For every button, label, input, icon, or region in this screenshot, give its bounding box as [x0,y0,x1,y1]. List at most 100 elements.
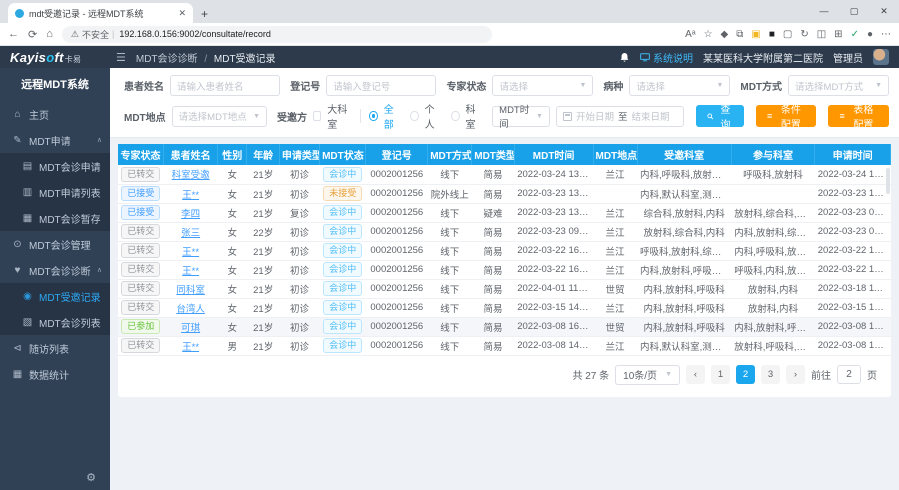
patient-name-link[interactable]: 李四 [181,208,201,220]
system-help-link[interactable]: 系统说明 [640,50,693,65]
sidebar-item-mdt-consult-draft[interactable]: ▦ MDT会诊暂存 [0,205,110,231]
breadcrumb-parent[interactable]: MDT会诊诊断 [135,53,198,65]
cell-mdt_status: 会诊中 [319,222,366,242]
window-close-button[interactable]: ✕ [880,5,888,16]
scrollbar-thumb[interactable] [886,168,890,194]
browser-tab[interactable]: mdt受邀记录 - 远程MDT系统 ✕ [8,3,193,23]
mdt-mode-select[interactable]: 请选择MDT方式 ▼ [788,75,890,96]
patient-name-link[interactable]: 台湾人 [176,303,205,315]
user-avatar[interactable] [873,49,889,65]
page-button-3[interactable]: 3 [761,365,780,384]
patient-name-link[interactable]: 同科室 [176,284,205,296]
cell-expert_status: 已转交 [118,260,164,280]
sidebar-collapse-icon[interactable]: ☰ [116,51,126,64]
patient-name-link[interactable]: 王** [182,189,200,201]
cell-expert_status: 已转交 [118,222,164,242]
prev-page-button[interactable]: ‹ [686,365,705,384]
cell-mdt_place [593,184,638,204]
copy-icon[interactable]: ⧉ [736,28,744,40]
sidebar-item-mdt-apply[interactable]: ✎ MDT申请 ∧ [0,127,110,153]
split-screen-icon[interactable]: ◫ [816,28,827,40]
cell-reg_no: 0002001256 [365,336,428,356]
sidebar-item-home[interactable]: ⌂ 主页 [0,101,110,127]
extension-icon[interactable]: ◆ [720,28,729,40]
big-dept-checkbox[interactable] [313,111,322,121]
sidebar-item-data-stats[interactable]: ▦ 数据统计 [0,361,110,387]
sidebar-item-mdt-consult-apply[interactable]: ▤ MDT会诊申请 [0,153,110,179]
form-icon: ▤ [22,160,33,172]
cell-mdt_status: 会诊中 [319,241,366,261]
notes-extension-icon[interactable]: ▣ [751,28,761,40]
shield-icon: ▧ [22,316,33,328]
shield-icon[interactable]: ✓ [850,28,859,40]
home-icon: ⌂ [14,108,21,120]
cell-reg_no: 0002001256 [365,298,428,318]
cell-mdt_status: 会诊中 [319,279,366,299]
more-menu-icon[interactable]: ⋯ [881,28,891,40]
tab-close-icon[interactable]: ✕ [178,7,186,18]
home-icon[interactable]: ⌂ [46,28,53,40]
favorite-star-icon[interactable]: ☆ [703,28,713,40]
search-button[interactable]: 查询 [696,105,744,131]
table-config-button[interactable]: ≡ 表格配置 [828,105,889,131]
cell-mdt_mode: 线下 [427,298,472,318]
clock-icon: ⊙ [13,238,22,250]
cell-expert_status: 已接受 [118,203,164,223]
read-aloud-icon[interactable]: Aᵃ [685,28,696,40]
reg-no-input[interactable]: 请输入登记号 [326,75,437,96]
patient-name-input[interactable]: 请输入患者姓名 [170,75,281,96]
page-size-select[interactable]: 10条/页 ▼ [615,364,680,385]
sidebar-item-mdt-diagnosis[interactable]: ♥ MDT会诊诊断 ∧ [0,257,110,283]
radio-dept[interactable] [451,111,460,121]
notification-bell-icon[interactable] [619,52,630,63]
sidebar-item-mdt-invite-record[interactable]: ◉ MDT受邀记录 [0,283,110,309]
collections-icon[interactable]: ⊞ [834,28,843,40]
sidebar-item-mdt-manage[interactable]: ⊙ MDT会诊管理 [0,231,110,257]
sidebar-item-mdt-consult-list[interactable]: ▧ MDT会诊列表 [0,309,110,335]
copilot-icon[interactable]: ■ [768,28,775,40]
profile-avatar-icon[interactable]: ● [866,28,873,40]
cell-gender: 女 [217,203,247,223]
patient-name-link[interactable]: 可琪 [181,322,201,334]
patient-name-link[interactable]: 科室受邀 [171,170,210,182]
table-row: 已转交 王** 女 21岁 初诊 会诊中 0002001256 线下 简易 2022-03-22 … [118,260,891,280]
grid-icon: ▦ [22,212,33,224]
page-button-1[interactable]: 1 [711,365,730,384]
goto-page-input[interactable]: 2 [837,365,861,384]
browser-toolbar-icons: Aᵃ ☆ ◆ ⧉ ▣ ■ ▢ ↻ ◫ ⊞ ✓ ● ⋯ [685,29,891,40]
page-button-2[interactable]: 2 [736,365,755,384]
window-minimize-button[interactable]: — [819,6,829,16]
refresh-icon[interactable]: ⟳ [28,28,38,41]
back-icon[interactable]: ← [8,28,19,40]
window-maximize-button[interactable]: ▢ [849,5,859,16]
app-icon[interactable]: ▢ [782,28,793,40]
new-tab-button[interactable]: + [201,7,209,21]
expert-status-select[interactable]: 请选择 ▼ [492,75,594,96]
column-header-apply_type: 申请类型 [279,144,321,165]
radio-personal[interactable] [410,111,419,121]
cell-gender: 女 [217,241,247,261]
patient-name-label: 患者姓名 [124,82,164,93]
radio-all[interactable] [369,111,378,121]
condition-config-button[interactable]: ≡ 条件配置 [755,105,817,131]
mdt-place-select[interactable]: 请选择MDT地点 ▼ [171,105,267,127]
goto-label: 前往 [811,371,831,382]
settings-gear-icon[interactable]: ⚙ [86,472,96,484]
patient-name-link[interactable]: 王** [182,341,200,353]
cell-invited_depts: 内科,放射科,呼吸科 [637,298,732,318]
url-field[interactable]: ⚠ 不安全 | 192.168.0.156:9002/consultate/re… [61,25,492,43]
next-page-button[interactable]: › [786,365,805,384]
patient-name-link[interactable]: 王** [182,265,200,277]
cell-mdt_type: 简易 [471,317,515,337]
patient-name-link[interactable]: 张三 [181,227,201,239]
sidebar-item-followup-list[interactable]: ⊲ 随访列表 [0,335,110,361]
time-type-select[interactable]: MDT时间 ▼ [492,105,550,130]
date-range-picker[interactable]: 开始日期 至 结束日期 [555,105,685,127]
patient-name-link[interactable]: 王** [182,246,200,258]
cell-joined_depts: 放射科,内科 [731,298,815,318]
sidebar-item-mdt-apply-list[interactable]: ▥ MDT申请列表 [0,179,110,205]
column-header-mdt_place: MDT地点 [593,144,638,165]
cell-apply_time: 2022-03-15 13:16:26 [814,298,891,318]
disease-select[interactable]: 请选择 ▼ [629,75,731,96]
refresh-icon[interactable]: ↻ [800,28,809,40]
